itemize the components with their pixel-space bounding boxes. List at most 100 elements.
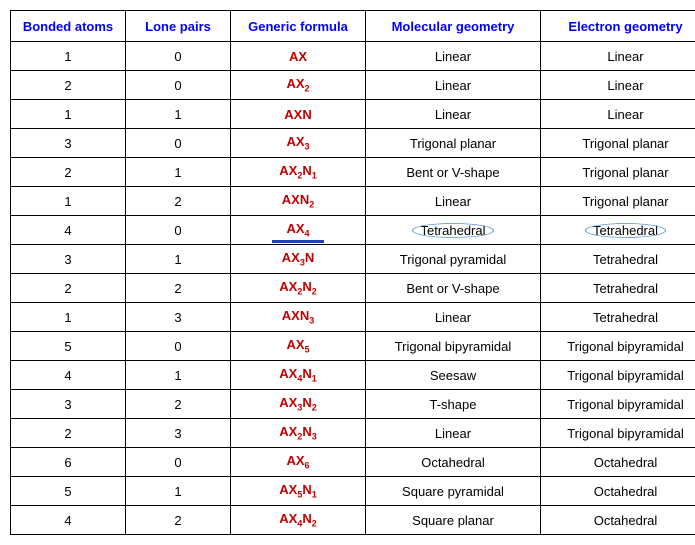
molecular-geometry-cell: Linear (366, 71, 541, 100)
electron-geometry-cell: Trigonal bipyramidal (541, 390, 695, 419)
table-row: 40AX4TetrahedralTetrahedral (11, 216, 695, 245)
molecular-geometry-cell: Square pyramidal (366, 477, 541, 506)
bonded-atoms-cell: 6 (11, 448, 126, 477)
table-row: 41AX4N1SeesawTrigonal bipyramidal (11, 361, 695, 390)
lone-pairs-cell: 3 (126, 303, 231, 332)
electron-geometry-cell: Linear (541, 42, 695, 71)
electron-geometry-cell: Trigonal bipyramidal (541, 419, 695, 448)
lone-pairs-cell: 1 (126, 100, 231, 129)
table-row: 12AXN2LinearTrigonal planar (11, 187, 695, 216)
lone-pairs-cell: 0 (126, 129, 231, 158)
electron-geometry-cell: Trigonal bipyramidal (541, 361, 695, 390)
lone-pairs-cell: 2 (126, 274, 231, 303)
col-header-elecgeom: Electron geometry (541, 11, 695, 42)
table-row: 11AXNLinearLinear (11, 100, 695, 129)
molecular-geometry-cell: Linear (366, 100, 541, 129)
table-row: 22AX2N2Bent or V-shapeTetrahedral (11, 274, 695, 303)
lone-pairs-cell: 3 (126, 419, 231, 448)
col-header-bonded: Bonded atoms (11, 11, 126, 42)
molecular-geometry-cell: Bent or V-shape (366, 158, 541, 187)
electron-geometry-cell: Trigonal planar (541, 158, 695, 187)
generic-formula-cell: AX3N (231, 245, 366, 274)
lone-pairs-cell: 0 (126, 42, 231, 71)
electron-geometry-cell: Octahedral (541, 448, 695, 477)
table-row: 20AX2LinearLinear (11, 71, 695, 100)
electron-geometry-cell: Tetrahedral (541, 303, 695, 332)
bonded-atoms-cell: 3 (11, 245, 126, 274)
bonded-atoms-cell: 3 (11, 129, 126, 158)
generic-formula-cell: AX4N2 (231, 506, 366, 535)
molecular-geometry-cell: T-shape (366, 390, 541, 419)
generic-formula-cell: AX5 (231, 332, 366, 361)
molecular-geometry-cell: Tetrahedral (366, 216, 541, 245)
generic-formula-cell: AX4 (231, 216, 366, 245)
molecular-geometry-cell: Bent or V-shape (366, 274, 541, 303)
generic-formula-cell: AX2N1 (231, 158, 366, 187)
table-row: 51AX5N1Square pyramidalOctahedral (11, 477, 695, 506)
lone-pairs-cell: 0 (126, 448, 231, 477)
header-row: Bonded atoms Lone pairs Generic formula … (11, 11, 695, 42)
table-row: 50AX5Trigonal bipyramidalTrigonal bipyra… (11, 332, 695, 361)
electron-geometry-cell: Tetrahedral (541, 274, 695, 303)
bonded-atoms-cell: 5 (11, 332, 126, 361)
electron-geometry-cell: Trigonal planar (541, 187, 695, 216)
electron-geometry-cell: Tetrahedral (541, 216, 695, 245)
molecular-geometry-cell: Trigonal pyramidal (366, 245, 541, 274)
lone-pairs-cell: 2 (126, 506, 231, 535)
electron-geometry-cell: Linear (541, 100, 695, 129)
molecular-geometry-cell: Linear (366, 187, 541, 216)
bonded-atoms-cell: 4 (11, 361, 126, 390)
bonded-atoms-cell: 1 (11, 100, 126, 129)
table-row: 23AX2N3LinearTrigonal bipyramidal (11, 419, 695, 448)
bonded-atoms-cell: 2 (11, 274, 126, 303)
table-row: 10AXLinearLinear (11, 42, 695, 71)
molecular-geometry-cell: Trigonal planar (366, 129, 541, 158)
bonded-atoms-cell: 1 (11, 42, 126, 71)
generic-formula-cell: AX2 (231, 71, 366, 100)
lone-pairs-cell: 1 (126, 361, 231, 390)
electron-geometry-cell: Linear (541, 71, 695, 100)
generic-formula-cell: AXN (231, 100, 366, 129)
table-row: 31AX3NTrigonal pyramidalTetrahedral (11, 245, 695, 274)
molecular-geometry-cell: Square planar (366, 506, 541, 535)
bonded-atoms-cell: 3 (11, 390, 126, 419)
electron-geometry-cell: Octahedral (541, 506, 695, 535)
lone-pairs-cell: 0 (126, 216, 231, 245)
molecular-geometry-cell: Linear (366, 419, 541, 448)
lone-pairs-cell: 0 (126, 332, 231, 361)
molecular-geometry-cell: Octahedral (366, 448, 541, 477)
table-row: 21AX2N1Bent or V-shapeTrigonal planar (11, 158, 695, 187)
bonded-atoms-cell: 1 (11, 303, 126, 332)
lone-pairs-cell: 0 (126, 71, 231, 100)
molecular-geometry-cell: Seesaw (366, 361, 541, 390)
lone-pairs-cell: 2 (126, 187, 231, 216)
generic-formula-cell: AX3 (231, 129, 366, 158)
lone-pairs-cell: 2 (126, 390, 231, 419)
bonded-atoms-cell: 2 (11, 419, 126, 448)
table-row: 32AX3N2T-shapeTrigonal bipyramidal (11, 390, 695, 419)
col-header-molgeom: Molecular geometry (366, 11, 541, 42)
lone-pairs-cell: 1 (126, 158, 231, 187)
lone-pairs-cell: 1 (126, 245, 231, 274)
bonded-atoms-cell: 2 (11, 71, 126, 100)
table-row: 42AX4N2Square planarOctahedral (11, 506, 695, 535)
col-header-lone: Lone pairs (126, 11, 231, 42)
electron-geometry-cell: Octahedral (541, 477, 695, 506)
electron-geometry-cell: Trigonal planar (541, 129, 695, 158)
bonded-atoms-cell: 2 (11, 158, 126, 187)
col-header-formula: Generic formula (231, 11, 366, 42)
generic-formula-cell: AX2N2 (231, 274, 366, 303)
table-row: 60AX6OctahedralOctahedral (11, 448, 695, 477)
electron-geometry-cell: Trigonal bipyramidal (541, 332, 695, 361)
generic-formula-cell: AX3N2 (231, 390, 366, 419)
molecular-geometry-cell: Linear (366, 42, 541, 71)
table-row: 13AXN3LinearTetrahedral (11, 303, 695, 332)
generic-formula-cell: AX6 (231, 448, 366, 477)
generic-formula-cell: AXN2 (231, 187, 366, 216)
table-row: 30AX3Trigonal planarTrigonal planar (11, 129, 695, 158)
bonded-atoms-cell: 5 (11, 477, 126, 506)
electron-geometry-cell: Tetrahedral (541, 245, 695, 274)
vsepr-geometry-table: Bonded atoms Lone pairs Generic formula … (10, 10, 695, 535)
bonded-atoms-cell: 4 (11, 216, 126, 245)
molecular-geometry-cell: Trigonal bipyramidal (366, 332, 541, 361)
